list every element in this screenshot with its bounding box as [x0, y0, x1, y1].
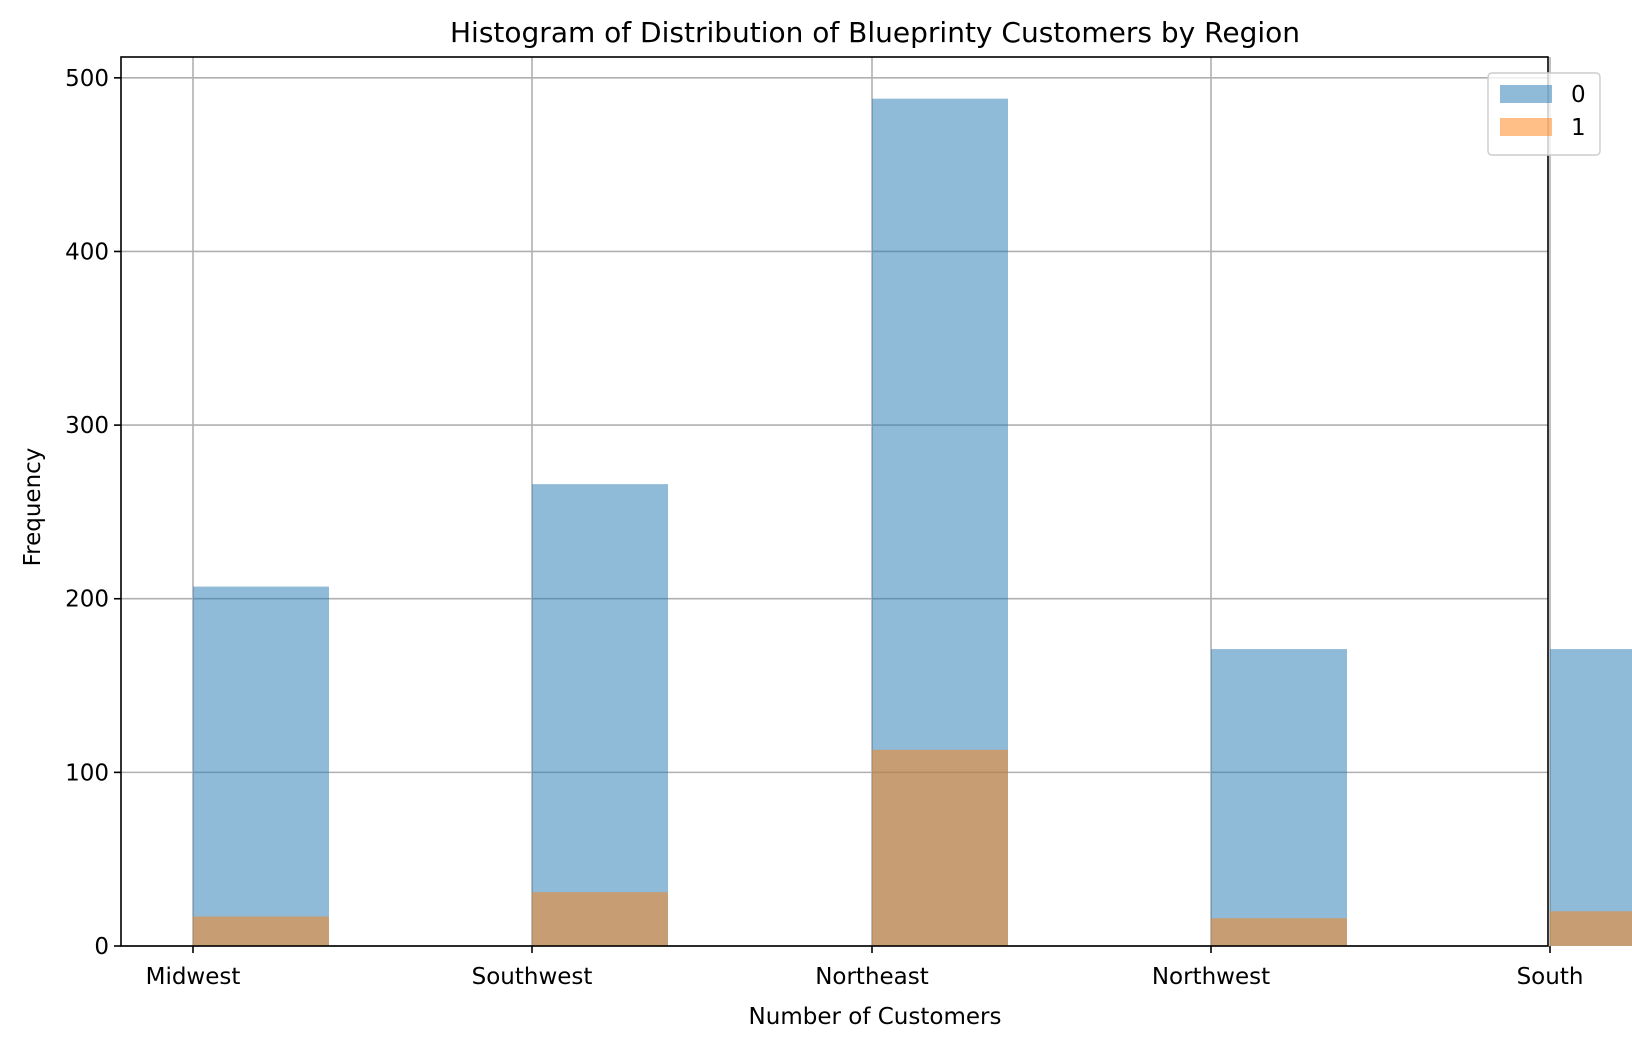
legend: 01: [1487, 72, 1601, 156]
bars-layer: [193, 98, 1632, 946]
legend-swatch-0: [1500, 85, 1552, 103]
y-tick-label-4: 400: [65, 239, 109, 265]
bar-series-1-midwest: [193, 916, 329, 946]
legend-label-0: 0: [1571, 82, 1586, 108]
bar-series-0-northwest: [1211, 649, 1347, 946]
x-tick-label-northwest: Northwest: [1152, 964, 1270, 990]
bar-series-1-southwest: [532, 892, 668, 946]
plot-frame: [120, 56, 1549, 947]
x-tick-label-northeast: Northeast: [815, 964, 929, 990]
y-tick-label-0: 0: [94, 934, 109, 960]
y-axis-title: Frequency: [20, 448, 46, 567]
legend-swatch-1: [1500, 118, 1552, 136]
x-tick-label-south: South: [1517, 964, 1584, 990]
chart-title: Histogram of Distribution of Blueprinty …: [450, 16, 1300, 49]
y-tick-label-5: 500: [65, 66, 109, 92]
y-tick-label-2: 200: [65, 587, 109, 613]
x-axis-title: Number of Customers: [749, 1004, 1002, 1030]
bar-series-1-northwest: [1211, 918, 1347, 946]
bar-series-0-south: [1550, 649, 1632, 946]
bar-series-0-southwest: [532, 484, 668, 946]
ticks-layer: 0 100 200 300 400 500 Midwest Southwest Northeas…: [65, 66, 1583, 990]
bar-series-1-northeast: [872, 749, 1008, 946]
legend-label-1: 1: [1571, 115, 1586, 141]
y-tick-label-3: 300: [65, 413, 109, 439]
y-tick-label-1: 100: [65, 760, 109, 786]
bar-series-1-south: [1550, 911, 1632, 946]
x-tick-label-southwest: Southwest: [472, 964, 593, 990]
bar-series-0-midwest: [193, 586, 329, 946]
x-tick-label-midwest: Midwest: [146, 964, 241, 990]
